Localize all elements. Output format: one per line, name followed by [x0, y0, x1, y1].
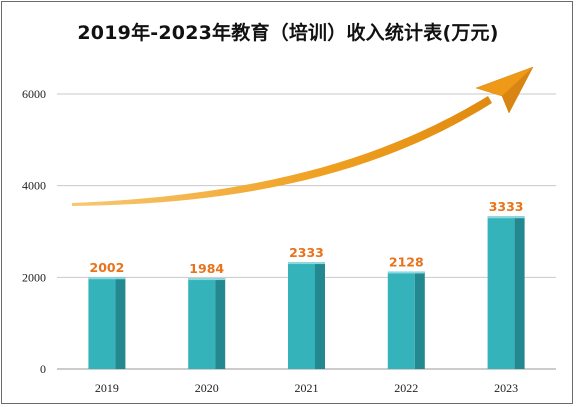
bar-side	[514, 216, 525, 369]
x-tick-label: 2019	[95, 381, 119, 395]
bar-side	[414, 271, 425, 369]
chart-title: 2019年-2023年教育（培训）收入统计表(万元)	[77, 22, 499, 44]
y-tick-label: 6000	[22, 87, 46, 101]
y-tick-label: 2000	[22, 270, 46, 284]
data-label: 2128	[389, 254, 424, 269]
x-axis-ticks: 2019 2020 2021 2022 2023	[95, 381, 518, 395]
trend-arrow-shaft	[72, 96, 492, 206]
bar	[88, 277, 116, 369]
data-label: 2002	[90, 260, 125, 275]
bar	[487, 216, 515, 369]
x-tick-label: 2023	[494, 381, 518, 395]
bar	[387, 271, 415, 369]
bar-top	[288, 262, 325, 265]
trend-arrow	[72, 66, 534, 206]
data-label: 3333	[489, 199, 524, 214]
bar	[188, 278, 216, 369]
bar-top	[387, 271, 425, 274]
y-tick-label: 0	[40, 362, 46, 376]
bars	[88, 216, 525, 369]
x-tick-label: 2020	[195, 381, 219, 395]
x-tick-label: 2022	[394, 381, 418, 395]
y-axis-ticks: 0 2000 4000 6000	[22, 87, 46, 376]
bar-top	[188, 278, 226, 281]
data-label: 2333	[289, 245, 324, 260]
data-label: 1984	[189, 261, 224, 276]
bar	[288, 262, 315, 369]
bar-top	[487, 216, 525, 219]
y-tick-label: 4000	[22, 179, 46, 193]
x-tick-label: 2021	[295, 381, 319, 395]
bar-side	[115, 277, 126, 369]
data-labels: 2002 1984 2333 2128 3333	[90, 199, 524, 276]
bar-top	[88, 277, 126, 280]
trend-arrow-head-shade	[502, 67, 533, 113]
bar-side	[315, 262, 325, 369]
bar-side	[215, 278, 226, 369]
